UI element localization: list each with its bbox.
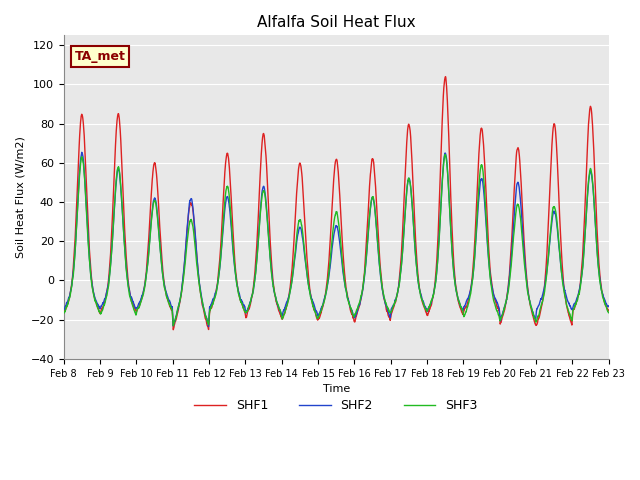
SHF1 <box>158 252 166 258</box>
SHF2 <box>490 290 497 296</box>
SHF1 <box>316 314 324 320</box>
SHF3 <box>604 309 612 315</box>
SHF2 <box>428 296 436 302</box>
SHF2 <box>605 304 612 310</box>
SHF3 <box>458 307 466 312</box>
SHF2 <box>158 263 166 268</box>
Line: SHF3: SHF3 <box>64 155 609 326</box>
SHF3 <box>170 323 177 329</box>
Legend: SHF1, SHF2, SHF3: SHF1, SHF2, SHF3 <box>189 395 483 418</box>
SHF2 <box>78 149 86 155</box>
SHF2 <box>205 324 212 329</box>
SHF1 <box>60 308 68 314</box>
SHF1 <box>170 327 177 333</box>
SHF3 <box>158 264 166 269</box>
SHF2 <box>604 303 612 309</box>
SHF3 <box>605 310 612 315</box>
Line: SHF1: SHF1 <box>64 77 609 330</box>
SHF3 <box>316 311 324 316</box>
SHF1 <box>605 308 612 313</box>
SHF1 <box>458 310 466 316</box>
SHF2 <box>458 307 466 313</box>
Line: SHF2: SHF2 <box>64 152 609 326</box>
SHF1 <box>490 290 497 296</box>
Y-axis label: Soil Heat Flux (W/m2): Soil Heat Flux (W/m2) <box>15 136 25 258</box>
SHF2 <box>316 309 324 315</box>
Text: TA_met: TA_met <box>75 50 125 63</box>
SHF1 <box>428 298 436 304</box>
SHF3 <box>490 295 497 301</box>
Title: Alfalfa Soil Heat Flux: Alfalfa Soil Heat Flux <box>257 15 415 30</box>
SHF1 <box>604 307 612 313</box>
SHF1 <box>442 74 449 80</box>
SHF2 <box>60 306 68 312</box>
X-axis label: Time: Time <box>323 384 350 394</box>
SHF3 <box>442 152 449 157</box>
SHF3 <box>60 310 68 316</box>
SHF3 <box>428 296 436 302</box>
